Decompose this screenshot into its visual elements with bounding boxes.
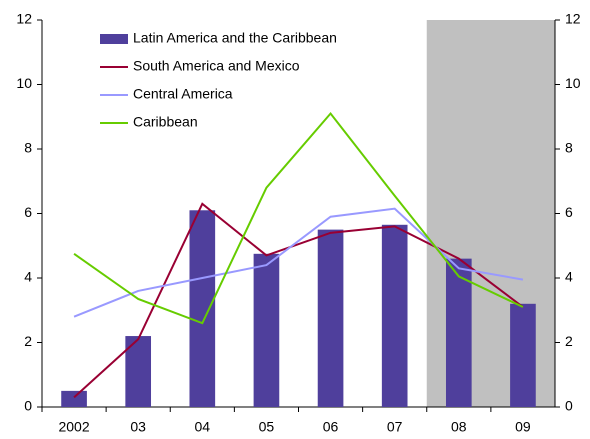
x-tick-label: 05 (259, 419, 275, 435)
bar (61, 390, 87, 407)
y2-tick-label: 6 (565, 204, 573, 220)
y2-tick-label: 10 (565, 75, 581, 91)
y-tick-label: 4 (24, 269, 32, 285)
y2-tick-label: 0 (565, 398, 573, 414)
legend-label: Latin America and the Caribbean (133, 30, 337, 46)
x-tick-label: 06 (323, 419, 339, 435)
y-tick-label: 10 (16, 75, 32, 91)
y2-tick-label: 2 (565, 333, 573, 349)
legend-swatch (100, 34, 128, 44)
line (73, 111, 524, 325)
line (73, 207, 524, 318)
legend-label: Caribbean (133, 114, 198, 130)
y-tick-label: 12 (16, 11, 32, 27)
bar (253, 253, 280, 407)
x-tick-label: 2002 (58, 419, 89, 435)
x-tick-label: 07 (387, 419, 403, 435)
legend-label: South America and Mexico (133, 58, 300, 74)
legend-label: Central America (133, 86, 233, 102)
y-tick-label: 8 (24, 140, 32, 156)
bar (317, 229, 344, 407)
x-tick-label: 09 (515, 419, 531, 435)
bar (381, 224, 408, 407)
x-tick-label: 03 (130, 419, 146, 435)
y-tick-label: 6 (24, 204, 32, 220)
y-tick-label: 2 (24, 333, 32, 349)
bar (445, 258, 472, 407)
y-tick-label: 0 (24, 398, 32, 414)
bar (189, 210, 216, 407)
y2-tick-label: 12 (565, 11, 581, 27)
y2-tick-label: 8 (565, 140, 573, 156)
x-tick-label: 08 (451, 419, 467, 435)
line (73, 202, 524, 399)
y2-tick-label: 4 (565, 269, 573, 285)
bar (510, 303, 536, 407)
x-tick-label: 04 (195, 419, 211, 435)
